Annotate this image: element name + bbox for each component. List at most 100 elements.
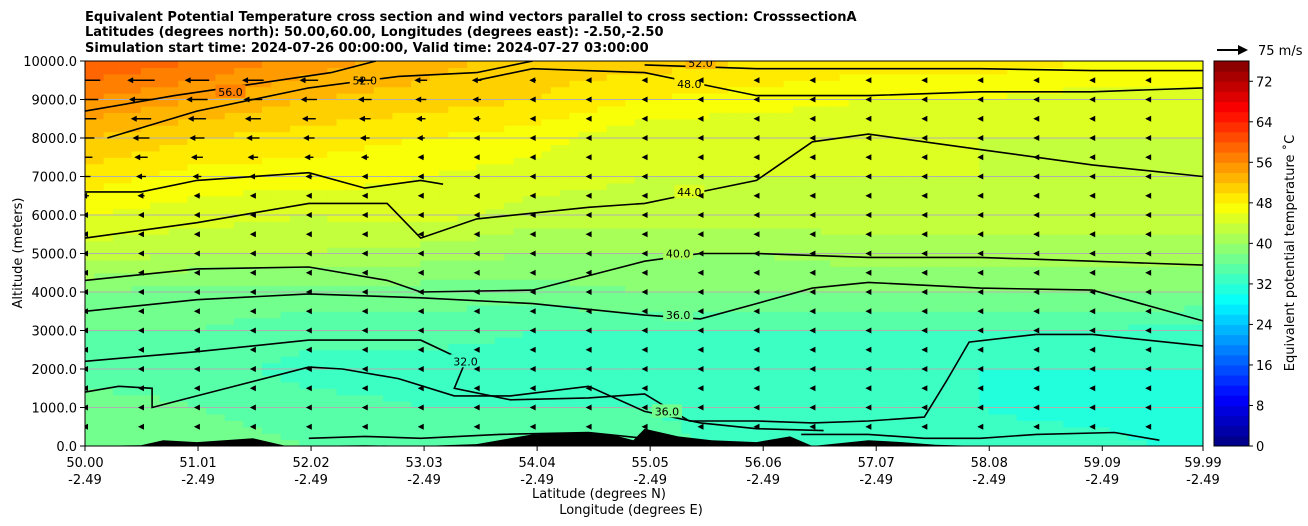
field-cell — [103, 105, 114, 113]
field-cell — [494, 170, 505, 178]
field-cell — [616, 433, 626, 441]
field-cell — [811, 67, 822, 75]
field-cell — [289, 420, 300, 428]
field-cell — [653, 413, 664, 421]
field-cell — [206, 369, 217, 377]
field-cell — [616, 311, 626, 319]
field-cell — [662, 420, 673, 428]
field-cell — [839, 413, 850, 421]
field-cell — [774, 336, 785, 344]
field-cell — [178, 324, 189, 332]
field-cell — [578, 61, 589, 69]
field-cell — [699, 131, 710, 139]
field-cell — [420, 394, 431, 402]
field-cell — [206, 157, 217, 165]
field-cell — [187, 259, 198, 267]
field-cell — [280, 215, 291, 223]
field-cell — [178, 144, 189, 152]
field-cell — [578, 285, 589, 293]
field-cell — [411, 343, 421, 351]
field-cell — [569, 227, 580, 235]
field-cell — [457, 73, 468, 81]
field-cell — [168, 311, 179, 319]
field-cell — [755, 304, 766, 312]
field-cell — [150, 266, 161, 274]
field-cell — [308, 330, 319, 338]
field-cell — [839, 311, 850, 319]
field-cell — [122, 362, 133, 370]
field-cell — [848, 356, 859, 364]
field-cell — [131, 138, 142, 146]
field-cell — [140, 208, 151, 216]
field-cell — [122, 349, 133, 357]
field-cell — [494, 227, 505, 235]
field-cell — [625, 176, 636, 184]
field-cell — [215, 298, 226, 306]
field-cell — [168, 73, 179, 81]
field-cell — [699, 413, 710, 421]
field-cell — [644, 118, 654, 126]
field-cell — [411, 131, 421, 139]
field-cell — [578, 176, 589, 184]
field-cell — [653, 253, 664, 261]
field-cell — [429, 138, 440, 146]
field-cell — [94, 182, 105, 190]
field-cell — [364, 349, 375, 357]
field-cell — [485, 433, 496, 441]
field-cell — [681, 234, 692, 242]
field-cell — [522, 73, 533, 81]
field-cell — [597, 343, 608, 351]
field-cell — [289, 144, 300, 152]
field-cell — [830, 433, 841, 441]
field-cell — [355, 266, 366, 274]
field-cell — [280, 99, 291, 107]
field-cell — [308, 388, 319, 396]
field-cell — [476, 420, 487, 428]
field-cell — [215, 343, 226, 351]
field-cell — [206, 80, 217, 88]
field-cell — [644, 259, 654, 267]
field-cell — [215, 170, 226, 178]
field-cell — [215, 182, 226, 190]
field-cell — [85, 407, 95, 415]
field-cell — [588, 80, 599, 88]
field-cell — [131, 67, 142, 75]
field-cell — [737, 292, 748, 300]
field-cell — [243, 208, 254, 216]
field-cell — [653, 330, 664, 338]
field-cell — [448, 61, 459, 69]
field-cell — [364, 426, 375, 434]
field-cell — [94, 118, 105, 126]
field-cell — [299, 118, 310, 126]
field-cell — [848, 247, 859, 255]
field-cell — [336, 125, 347, 133]
field-cell — [625, 195, 636, 203]
field-cell — [494, 189, 505, 197]
field-cell — [746, 80, 757, 88]
field-cell — [187, 234, 198, 242]
field-cell — [671, 420, 682, 428]
field-cell — [681, 99, 692, 107]
field-cell — [355, 426, 366, 434]
field-cell — [494, 73, 505, 81]
field-cell — [839, 170, 850, 178]
field-cell — [420, 266, 431, 274]
field-cell — [746, 426, 757, 434]
field-cell — [252, 138, 263, 146]
field-cell — [103, 266, 114, 274]
field-cell — [364, 182, 375, 190]
field-cell — [513, 266, 524, 274]
field-cell — [709, 253, 720, 261]
field-cell — [178, 157, 189, 165]
field-cell — [345, 279, 356, 287]
field-cell — [765, 150, 776, 158]
field-cell — [457, 215, 468, 223]
field-cell — [140, 221, 151, 229]
field-cell — [830, 112, 841, 120]
field-cell — [420, 234, 431, 242]
field-cell — [383, 240, 394, 248]
field-cell — [522, 253, 533, 261]
field-cell — [327, 375, 338, 383]
field-cell — [224, 202, 235, 210]
field-cell — [681, 292, 692, 300]
